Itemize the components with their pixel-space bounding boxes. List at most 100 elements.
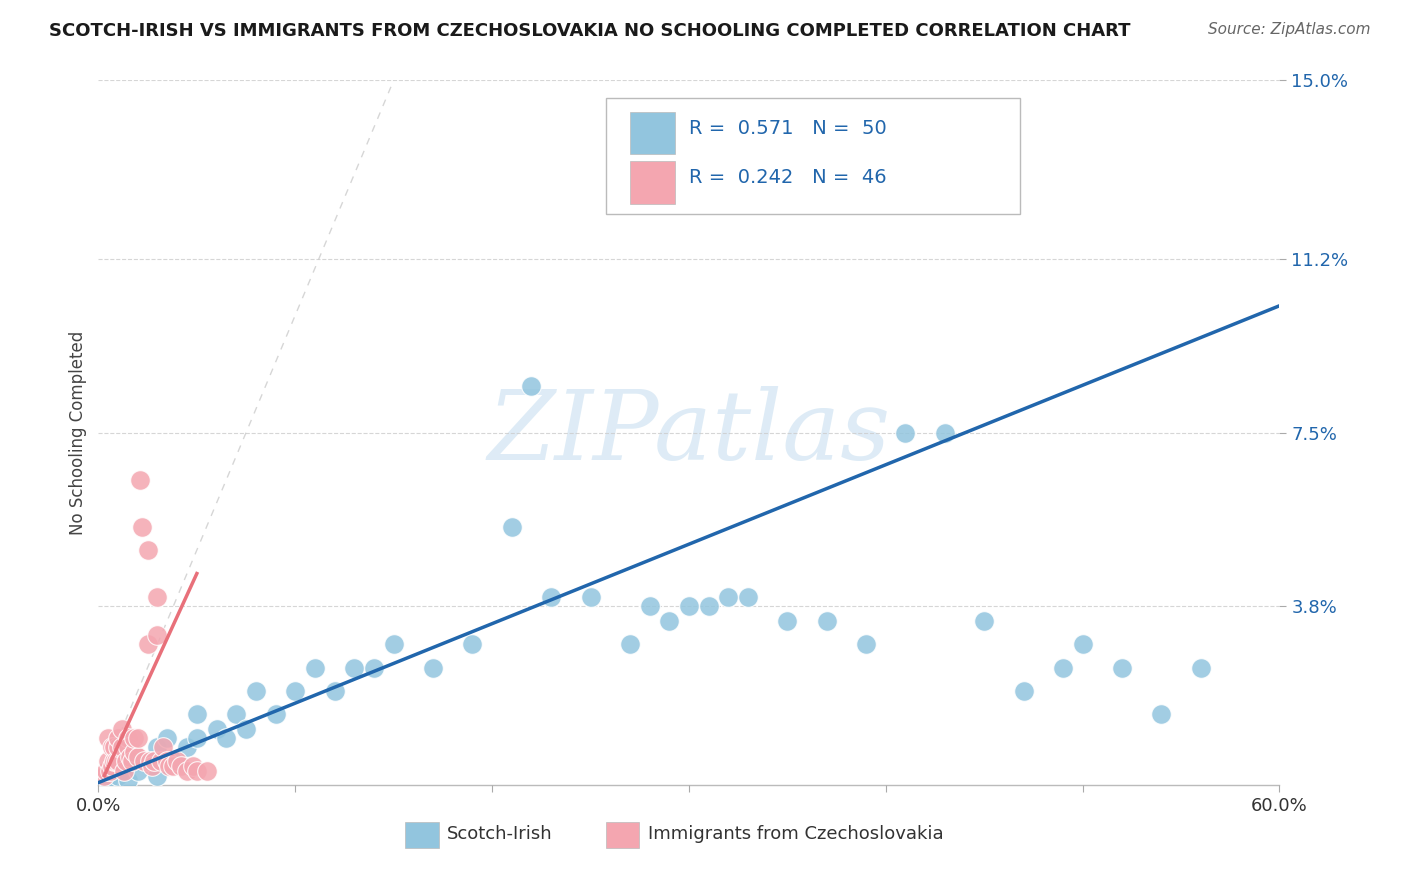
Point <box>122 731 145 745</box>
Point <box>162 759 184 773</box>
Text: ZIPatlas: ZIPatlas <box>488 385 890 480</box>
Point <box>579 590 602 604</box>
Point <box>142 755 165 769</box>
Point <box>1189 660 1212 674</box>
Point <box>382 637 405 651</box>
Point <box>1071 637 1094 651</box>
Point <box>146 590 169 604</box>
Point <box>146 627 169 641</box>
Point <box>103 740 125 755</box>
FancyBboxPatch shape <box>606 98 1019 214</box>
Point <box>131 519 153 533</box>
Point <box>176 740 198 755</box>
Point <box>363 660 385 674</box>
Point <box>136 755 159 769</box>
Point <box>737 590 759 604</box>
Point <box>127 755 149 769</box>
Point <box>304 660 326 674</box>
Point <box>934 425 956 440</box>
Point <box>658 614 681 628</box>
Point <box>195 764 218 778</box>
Point <box>697 599 720 614</box>
Point <box>176 764 198 778</box>
Point <box>343 660 366 674</box>
Point <box>157 759 180 773</box>
FancyBboxPatch shape <box>405 822 439 848</box>
Point <box>156 731 179 745</box>
Point <box>117 731 139 745</box>
Point <box>122 745 145 759</box>
Point <box>1150 707 1173 722</box>
Point <box>619 637 641 651</box>
Point <box>136 543 159 558</box>
FancyBboxPatch shape <box>630 112 675 154</box>
Point <box>132 755 155 769</box>
Point <box>166 755 188 769</box>
Point <box>186 764 208 778</box>
Point <box>894 425 917 440</box>
Point <box>264 707 287 722</box>
Text: Source: ZipAtlas.com: Source: ZipAtlas.com <box>1208 22 1371 37</box>
Point <box>98 764 121 778</box>
Point <box>461 637 484 651</box>
Point <box>973 614 995 628</box>
Point <box>422 660 444 674</box>
Point <box>205 722 228 736</box>
Point <box>101 740 124 755</box>
Point <box>152 740 174 755</box>
Point <box>1111 660 1133 674</box>
Text: SCOTCH-IRISH VS IMMIGRANTS FROM CZECHOSLOVAKIA NO SCHOOLING COMPLETED CORRELATIO: SCOTCH-IRISH VS IMMIGRANTS FROM CZECHOSL… <box>49 22 1130 40</box>
Point <box>520 378 543 392</box>
Point <box>855 637 877 651</box>
Point <box>141 759 163 773</box>
Point <box>638 599 661 614</box>
Point <box>717 590 740 604</box>
Point <box>128 473 150 487</box>
Point <box>107 755 129 769</box>
Point <box>107 731 129 745</box>
Point <box>186 731 208 745</box>
Point <box>815 614 838 628</box>
Point <box>111 722 134 736</box>
Text: Scotch-Irish: Scotch-Irish <box>447 825 553 843</box>
Point <box>284 684 307 698</box>
Point <box>156 755 179 769</box>
Point <box>1012 684 1035 698</box>
Point <box>127 764 149 778</box>
Point <box>1052 660 1074 674</box>
Point <box>121 755 143 769</box>
Point <box>118 749 141 764</box>
Point <box>107 740 129 755</box>
Point <box>150 755 173 769</box>
Point <box>323 684 346 698</box>
Point <box>540 590 562 604</box>
Point <box>112 764 135 778</box>
FancyBboxPatch shape <box>630 161 675 203</box>
Point <box>225 707 247 722</box>
Point <box>115 755 138 769</box>
Point <box>186 707 208 722</box>
Point <box>97 731 120 745</box>
Point <box>96 764 118 778</box>
FancyBboxPatch shape <box>606 822 640 848</box>
Point <box>101 759 124 773</box>
Y-axis label: No Schooling Completed: No Schooling Completed <box>69 331 87 534</box>
Point <box>170 759 193 773</box>
Point <box>93 768 115 782</box>
Point <box>111 740 134 755</box>
Text: R =  0.571   N =  50: R = 0.571 N = 50 <box>689 119 887 137</box>
Point <box>97 773 120 788</box>
Point <box>245 684 267 698</box>
Point <box>107 768 129 782</box>
Point <box>776 614 799 628</box>
Point <box>146 740 169 755</box>
Point <box>127 749 149 764</box>
Point <box>146 768 169 782</box>
Point <box>103 755 125 769</box>
Point <box>105 755 128 769</box>
Point <box>138 755 160 769</box>
Point <box>117 773 139 788</box>
Point <box>678 599 700 614</box>
Point <box>117 740 139 755</box>
Point <box>235 722 257 736</box>
